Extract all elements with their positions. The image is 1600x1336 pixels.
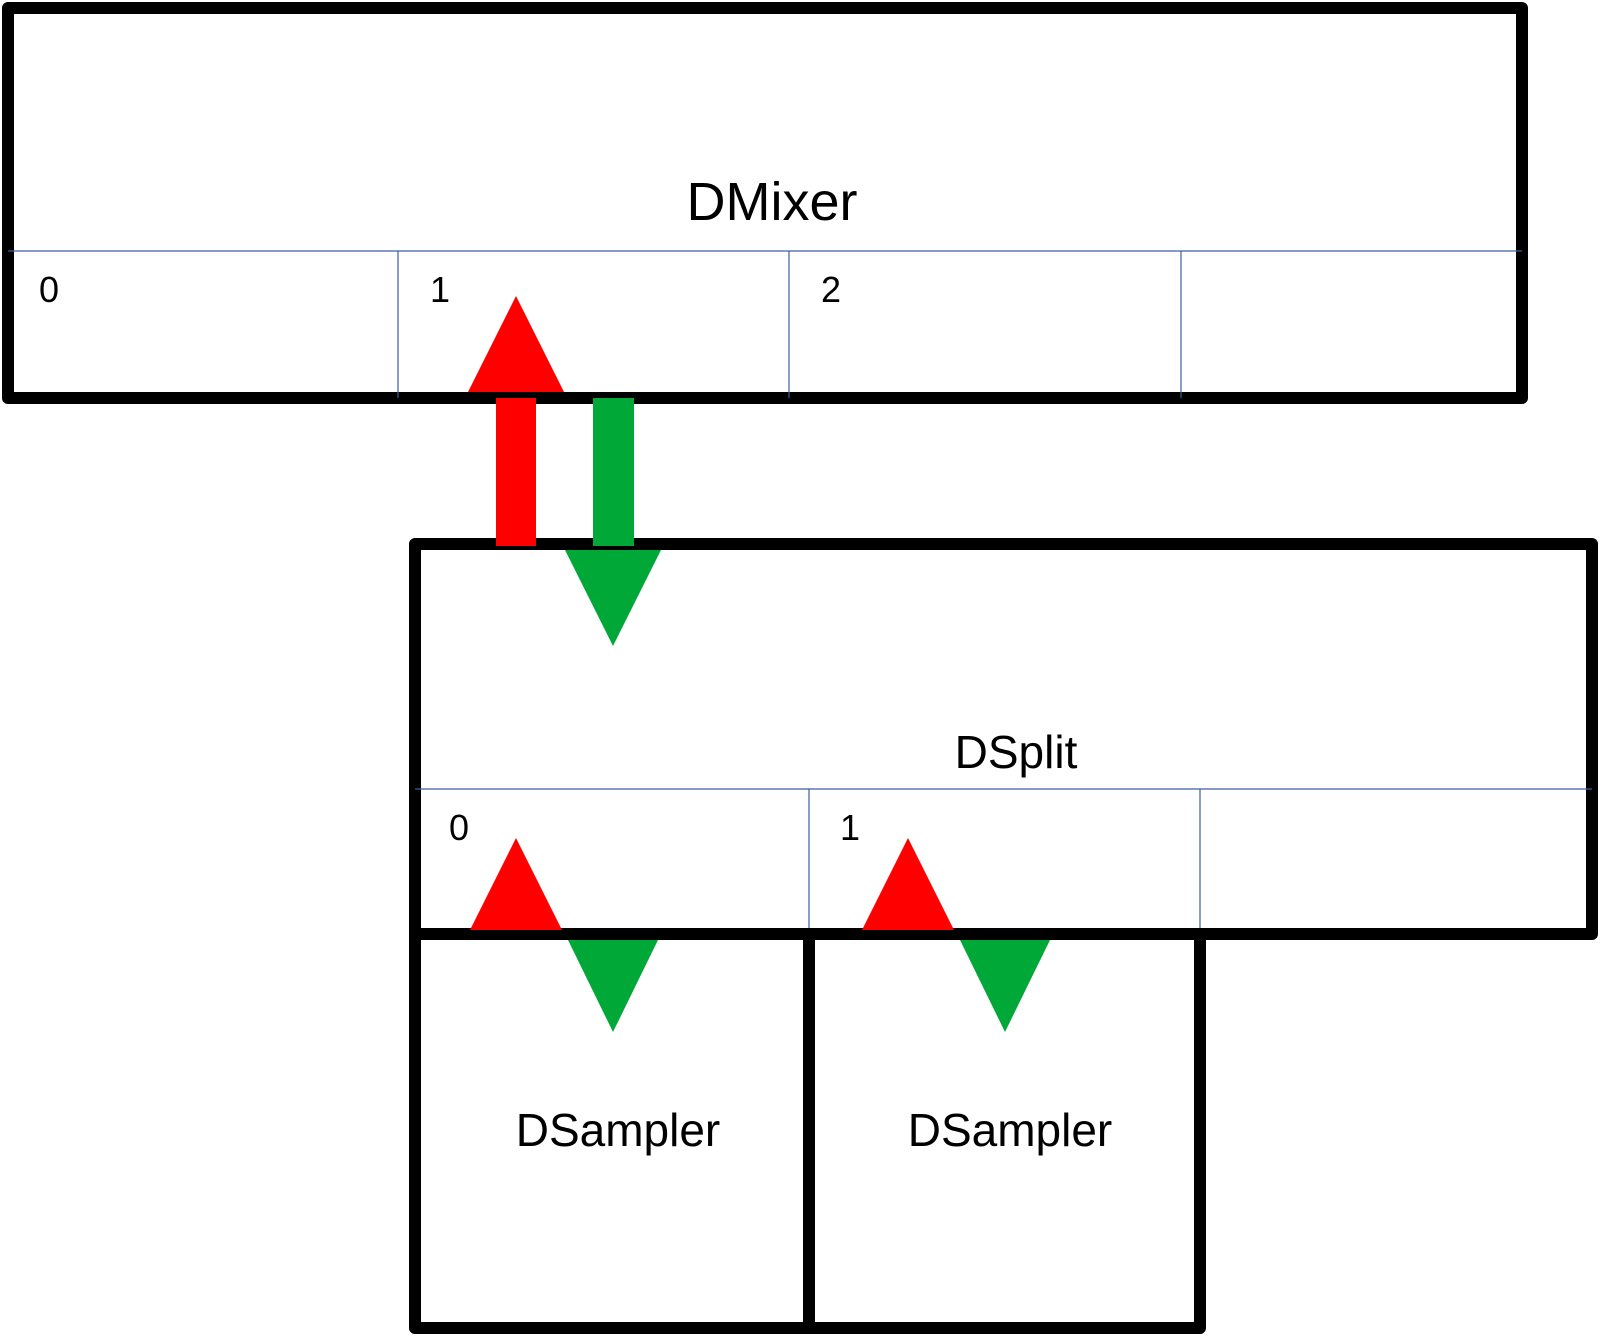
sampler-1-up-arrow	[862, 838, 954, 930]
sampler-1-arrows	[862, 838, 1050, 1032]
dmixer-slot-label-1: 1	[430, 269, 450, 310]
dsplit-title: DSplit	[955, 726, 1078, 778]
up-arrow-split-to-mixer	[468, 296, 564, 546]
dsampler-block-1: DSampler	[803, 928, 1206, 1334]
dsampler-1-outline	[803, 928, 1206, 1334]
dsplit-slot-label-1: 1	[840, 807, 860, 848]
down-arrow-mixer-to-split	[565, 398, 661, 646]
sampler-0-up-arrow	[470, 838, 562, 930]
dsampler-0-title: DSampler	[516, 1104, 721, 1156]
up-arrow-head	[468, 296, 564, 392]
dsplit-slot-label-0: 0	[449, 807, 469, 848]
down-arrow-head	[565, 550, 661, 646]
dmixer-outline	[2, 2, 1528, 404]
up-arrow-shaft	[496, 398, 536, 546]
down-arrow-shaft	[593, 398, 634, 546]
sampler-0-down-arrow	[568, 940, 658, 1032]
sampler-1-down-arrow	[960, 940, 1050, 1032]
dsampler-1-title: DSampler	[908, 1104, 1113, 1156]
dmixer-title: DMixer	[687, 172, 858, 232]
dmixer-slot-label-0: 0	[39, 269, 59, 310]
sampler-0-arrows	[470, 838, 658, 1032]
dmixer-slot-label-2: 2	[821, 269, 841, 310]
dmixer-block: DMixer 0 1 2	[2, 2, 1528, 404]
